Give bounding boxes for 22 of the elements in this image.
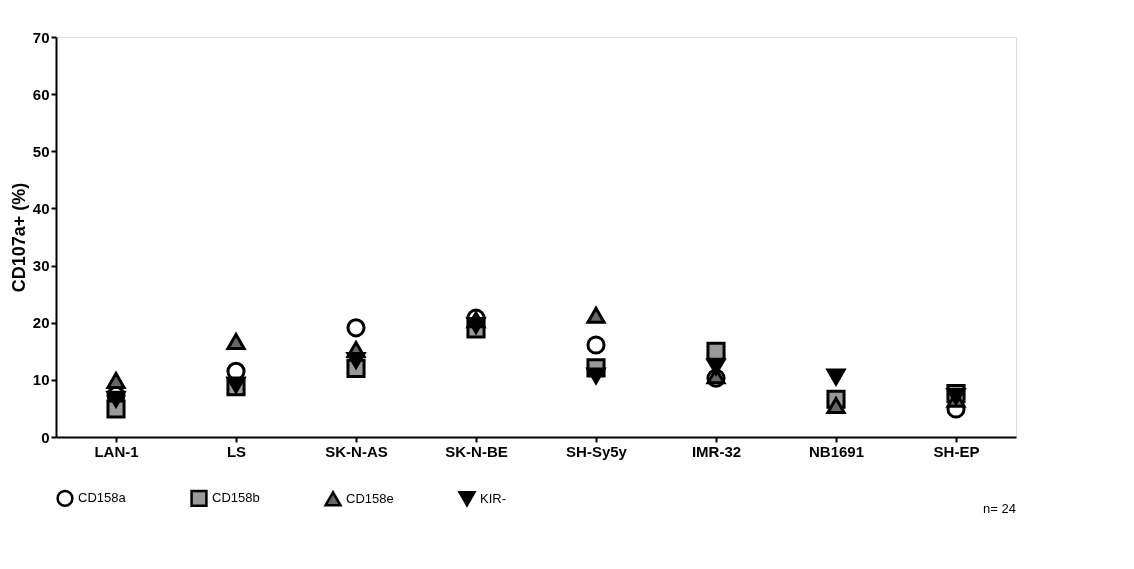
y-tick-label: 60 xyxy=(32,85,50,103)
legend-label: KIR- xyxy=(480,490,506,506)
y-tick-label: 70 xyxy=(32,28,50,46)
legend-label: CD158a xyxy=(78,490,127,506)
legend-label: CD158e xyxy=(346,490,394,506)
x-tick-label: SK-N-BE xyxy=(445,442,508,460)
y-tick-label: 0 xyxy=(41,428,50,446)
y-axis-title: CD107a+ (%) xyxy=(8,182,29,293)
y-tick-label: 20 xyxy=(32,314,50,332)
x-tick-label: LS xyxy=(226,442,247,460)
y-tick-label: 40 xyxy=(32,199,50,217)
x-tick-label: SK-N-AS xyxy=(325,442,388,460)
y-tick-label: 50 xyxy=(32,142,50,160)
text: n= 24 xyxy=(983,501,1016,516)
y-tick-label: 10 xyxy=(32,371,50,389)
y-tick-label: 30 xyxy=(32,257,50,275)
x-tick-label: NB1691 xyxy=(808,442,865,460)
x-tick-label: LAN-1 xyxy=(94,442,139,460)
x-tick-label: SH-EP xyxy=(933,442,980,460)
legend-label: CD158b xyxy=(212,490,260,506)
x-tick-label: SH-Sy5y xyxy=(566,442,628,460)
x-tick-label: IMR-32 xyxy=(691,442,742,460)
